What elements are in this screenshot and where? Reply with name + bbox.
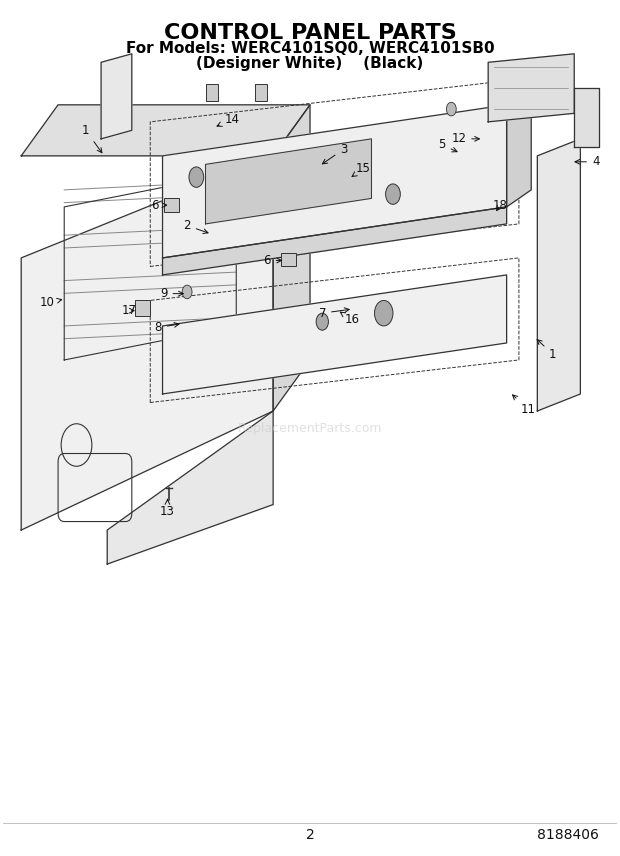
Text: 2: 2 — [306, 828, 314, 841]
Text: 15: 15 — [352, 162, 371, 176]
Bar — [135, 300, 150, 316]
Text: ReplacementParts.com: ReplacementParts.com — [237, 421, 383, 435]
Text: 3: 3 — [322, 143, 347, 163]
Text: 9: 9 — [160, 287, 184, 300]
Text: (Designer White)    (Black): (Designer White) (Black) — [197, 56, 423, 71]
Polygon shape — [206, 139, 371, 224]
Polygon shape — [101, 54, 132, 139]
Polygon shape — [162, 275, 507, 394]
Text: 11: 11 — [513, 395, 536, 416]
Text: 4: 4 — [575, 155, 600, 169]
Text: 8188406: 8188406 — [537, 828, 599, 841]
Text: 17: 17 — [122, 304, 136, 317]
Text: For Models: WERC4101SQ0, WERC4101SB0: For Models: WERC4101SQ0, WERC4101SB0 — [126, 41, 494, 56]
Circle shape — [446, 102, 456, 116]
Polygon shape — [488, 54, 574, 122]
Text: 8: 8 — [154, 321, 179, 334]
Polygon shape — [507, 80, 531, 207]
Text: 13: 13 — [160, 499, 175, 518]
Text: 7: 7 — [319, 306, 349, 319]
Polygon shape — [107, 411, 273, 564]
Text: 18: 18 — [493, 199, 508, 211]
Text: 6: 6 — [264, 254, 281, 267]
Circle shape — [374, 300, 393, 326]
Text: 1: 1 — [82, 124, 102, 152]
Text: 2: 2 — [184, 219, 208, 234]
Circle shape — [316, 313, 329, 330]
Bar — [164, 199, 179, 212]
Circle shape — [386, 184, 401, 205]
Polygon shape — [273, 104, 310, 411]
Bar — [281, 253, 296, 266]
Polygon shape — [21, 104, 310, 156]
Text: 1: 1 — [537, 340, 557, 360]
Text: 16: 16 — [340, 312, 359, 326]
Text: 14: 14 — [217, 113, 239, 127]
Bar — [255, 84, 267, 100]
Text: CONTROL PANEL PARTS: CONTROL PANEL PARTS — [164, 22, 456, 43]
Polygon shape — [21, 156, 273, 530]
Text: 12: 12 — [451, 133, 479, 146]
Polygon shape — [574, 88, 599, 147]
Polygon shape — [162, 104, 507, 258]
Circle shape — [189, 167, 204, 187]
Text: 6: 6 — [151, 199, 167, 211]
Polygon shape — [538, 139, 580, 411]
Text: 5: 5 — [438, 139, 457, 152]
Bar — [206, 84, 218, 100]
Circle shape — [182, 285, 192, 299]
Text: 10: 10 — [40, 296, 61, 310]
Polygon shape — [162, 207, 507, 275]
